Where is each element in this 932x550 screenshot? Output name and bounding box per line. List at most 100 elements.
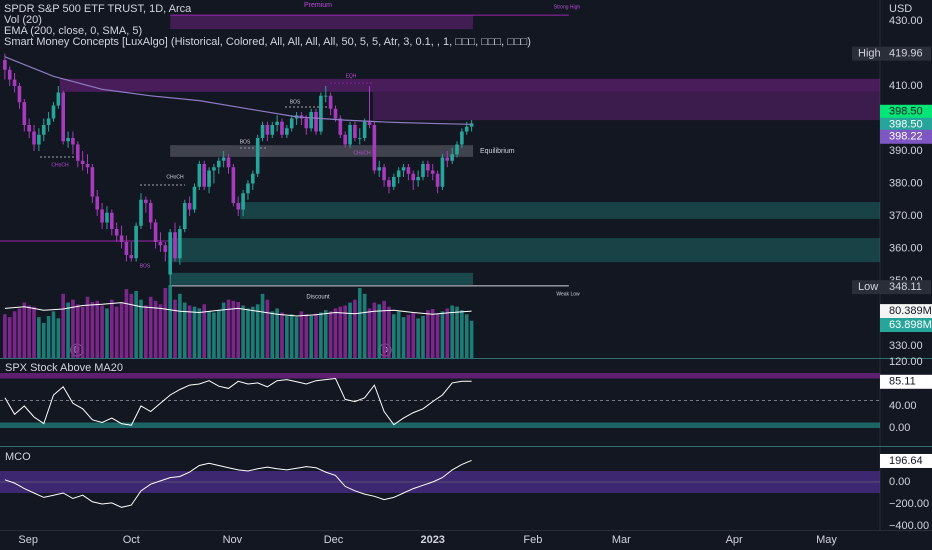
y-tick-label: 120.00: [889, 356, 923, 368]
volume-bar: [411, 312, 416, 358]
candle-body: [426, 164, 430, 171]
volume-bar: [304, 314, 309, 358]
candle-body: [241, 193, 245, 210]
candle-body: [285, 128, 289, 135]
candle-body: [144, 199, 148, 203]
candle-body: [7, 69, 12, 80]
candle-body: [251, 173, 255, 184]
volume-bar: [241, 305, 245, 358]
price-label: 398.50: [889, 106, 923, 118]
volume-bar: [309, 316, 313, 358]
candle-body: [182, 203, 187, 229]
candle-body: [3, 60, 7, 70]
candle-body: [246, 183, 250, 194]
y-tick-label: 0.00: [889, 476, 910, 488]
volume-bar: [168, 285, 172, 358]
candle-body: [348, 125, 352, 145]
x-tick-label: Nov: [223, 534, 243, 546]
volume-bar: [66, 302, 70, 358]
price-label: 398.50: [889, 119, 923, 131]
candle-body: [362, 121, 367, 138]
candle-body: [105, 212, 109, 223]
price-label-title: Low: [858, 281, 878, 293]
candle-body: [124, 242, 129, 255]
candle-body: [187, 203, 192, 210]
volume-bar: [22, 302, 27, 358]
smc-legend: Smart Money Concepts [LuxAlgo] (Historic…: [4, 36, 531, 48]
volume-bar: [216, 310, 221, 358]
candle-body: [71, 138, 75, 145]
volume-bar: [299, 311, 304, 358]
symbol-title: SPDR S&P 500 ETF TRUST, 1D, Arca: [4, 3, 192, 15]
annotation: EQH: [346, 73, 357, 79]
volume-bar: [469, 320, 474, 358]
zone: [240, 202, 881, 219]
annotation: CHoCH: [166, 174, 184, 180]
candle-body: [455, 144, 459, 155]
volume-bar: [270, 311, 275, 358]
annotation: Weak Low: [556, 291, 580, 297]
volume-bar: [406, 314, 411, 358]
panel-title: MCO: [5, 451, 31, 463]
annotation: Strong High: [554, 4, 581, 10]
volume-bar: [357, 288, 362, 358]
candle-body: [46, 118, 51, 125]
candle-body: [197, 164, 202, 187]
y-tick-label: 410.00: [889, 80, 923, 92]
price-label: 63.898M: [889, 319, 932, 331]
candle-body: [372, 125, 377, 171]
candle-body: [22, 102, 27, 125]
volume-bar: [314, 313, 318, 358]
volume-bar: [285, 316, 289, 358]
volume-bar: [90, 302, 95, 358]
volume-bar: [71, 299, 75, 358]
candle-body: [260, 125, 265, 138]
volume-bar: [416, 318, 420, 358]
candle-body: [304, 118, 309, 129]
candle-body: [163, 245, 168, 252]
volume-bar: [430, 309, 435, 358]
x-tick-label: Oct: [123, 534, 140, 546]
candle-body: [168, 232, 172, 275]
price-label: 85.11: [889, 376, 916, 388]
candle-body: [216, 160, 221, 168]
x-tick-label: Feb: [523, 534, 542, 546]
price-label-box: [880, 318, 932, 333]
volume-bar: [450, 305, 454, 358]
y-tick-label: 330.00: [889, 340, 923, 352]
candle-body: [401, 167, 406, 171]
candle-body: [319, 95, 323, 132]
volume-bar: [95, 300, 100, 358]
volume-bar: [426, 310, 430, 358]
candle-body: [178, 229, 182, 259]
volume-bar: [226, 299, 231, 358]
price-label: 348.11: [889, 281, 922, 293]
volume-bar: [367, 308, 372, 358]
volume-bar: [294, 317, 299, 358]
annotation: Discount: [306, 295, 330, 301]
x-tick-label: Apr: [726, 534, 743, 546]
volume-bar: [3, 314, 7, 358]
price-label-box: [880, 129, 932, 144]
candle-body: [377, 167, 382, 171]
volume-bar: [348, 302, 352, 358]
volume-bar: [129, 293, 134, 358]
annotation: Premium: [304, 2, 332, 9]
volume-bar: [440, 311, 445, 358]
candle-body: [61, 92, 66, 142]
volume-bar: [124, 289, 129, 358]
candle-body: [289, 118, 294, 129]
zone: [170, 15, 474, 30]
volume-bar: [421, 316, 425, 358]
candle-body: [435, 173, 440, 187]
volume-bar: [32, 306, 36, 358]
zone: [170, 272, 474, 285]
volume-bar: [372, 302, 377, 358]
volume-bar: [51, 311, 56, 358]
candle-body: [212, 167, 216, 171]
volume-bar: [343, 305, 347, 358]
candle-body: [114, 229, 119, 236]
candle-body: [80, 160, 85, 164]
candle-body: [153, 222, 158, 242]
